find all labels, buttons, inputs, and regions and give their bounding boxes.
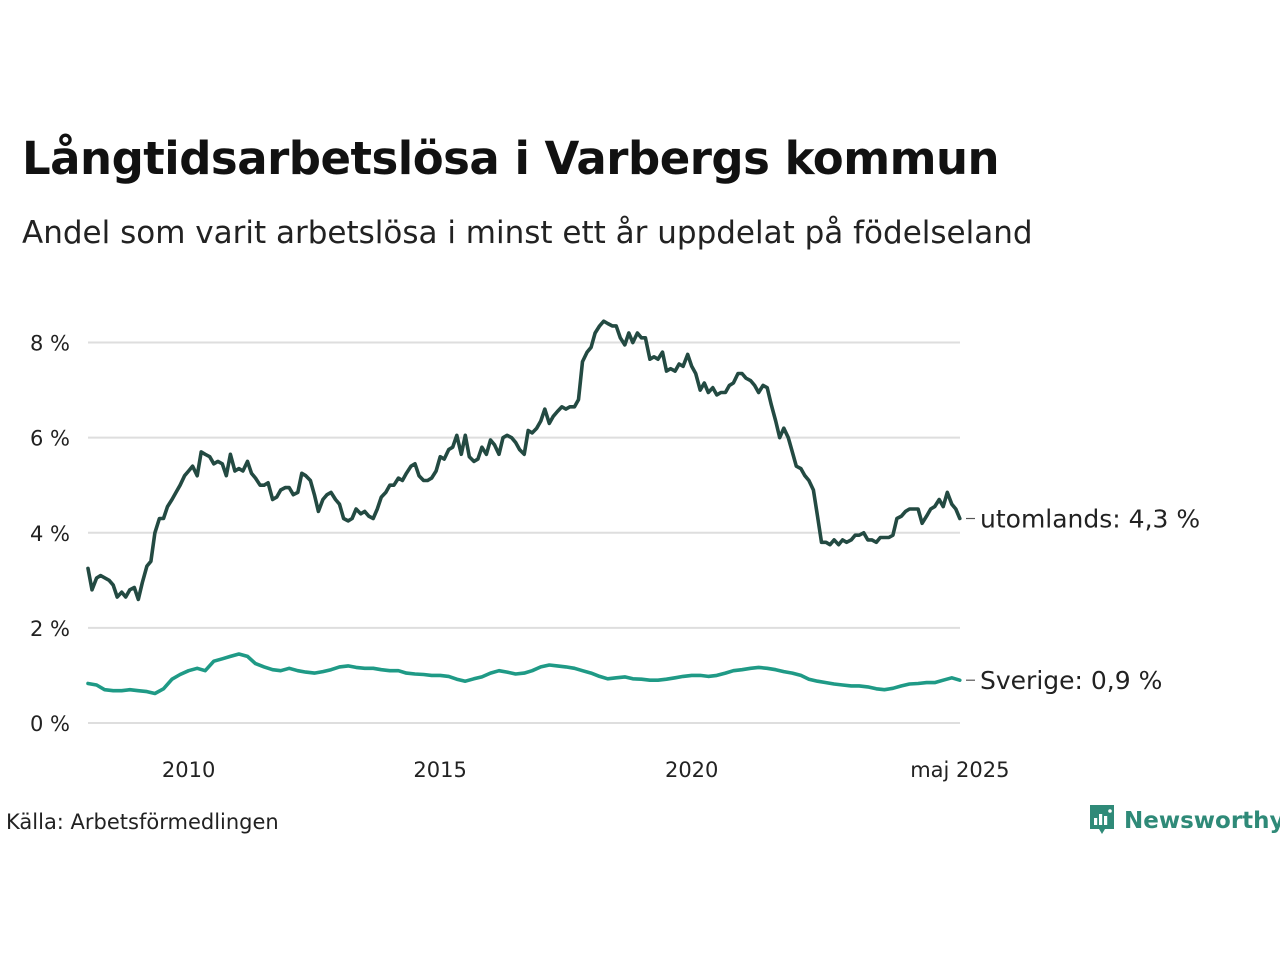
y-tick-label: 8 % [30,332,70,356]
series-line-utomlands [86,319,962,602]
series-end-label: utomlands: 4,3 % [980,505,1200,534]
x-axis-labels: 2010 2015 2020 maj 2025 [162,758,1010,782]
y-axis-labels: 0 % 2 % 4 % 6 % 8 % [30,332,70,736]
brand-name: Newsworthy [1124,808,1280,834]
chart-title: Långtidsarbetslösa i Varbergs kommun [22,132,1000,185]
series-lines [86,319,962,696]
source-note: Källa: Arbetsförmedlingen [6,810,279,834]
y-tick-label: 6 % [30,427,70,451]
y-tick-label: 0 % [30,712,70,736]
y-tick-label: 4 % [30,522,70,546]
x-tick-label: 2020 [665,758,718,782]
x-tick-label: 2010 [162,758,215,782]
x-tick-label: 2015 [413,758,466,782]
gridlines [88,341,960,724]
series-end-label: Sverige: 0,9 % [980,666,1162,695]
brand-logo: Newsworthy [1088,803,1280,839]
newsworthy-logo-icon [1090,805,1114,834]
chart-subtitle: Andel som varit arbetslösa i minst ett å… [22,215,1033,251]
y-tick-label: 2 % [30,617,70,641]
series-line-sverige [86,652,962,696]
x-tick-label: maj 2025 [910,758,1009,782]
series-end-labels: utomlands: 4,3 % Sverige: 0,9 % [966,505,1200,695]
